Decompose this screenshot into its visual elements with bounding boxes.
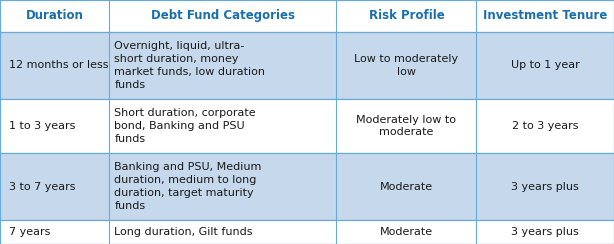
Text: 3 years plus: 3 years plus: [511, 182, 579, 192]
Text: Long duration, Gilt funds: Long duration, Gilt funds: [114, 227, 253, 237]
Bar: [0, 153, 614, 220]
Bar: [0, 0, 614, 32]
Text: Up to 1 year: Up to 1 year: [511, 61, 580, 71]
Text: Short duration, corporate
bond, Banking and PSU
funds: Short duration, corporate bond, Banking …: [114, 108, 256, 144]
Text: Banking and PSU, Medium
duration, medium to long
duration, target maturity
funds: Banking and PSU, Medium duration, medium…: [114, 163, 262, 211]
Text: Risk Profile: Risk Profile: [368, 10, 445, 22]
Bar: [0, 99, 614, 153]
Text: Duration: Duration: [26, 10, 84, 22]
Bar: [0, 32, 614, 99]
Text: 1 to 3 years: 1 to 3 years: [9, 121, 75, 131]
Text: 7 years: 7 years: [9, 227, 50, 237]
Text: Moderate: Moderate: [380, 182, 433, 192]
Text: 2 to 3 years: 2 to 3 years: [512, 121, 578, 131]
Text: 3 to 7 years: 3 to 7 years: [9, 182, 75, 192]
Text: Moderately low to
moderate: Moderately low to moderate: [357, 115, 456, 137]
Text: 12 months or less: 12 months or less: [9, 61, 108, 71]
Text: Low to moderately
low: Low to moderately low: [354, 54, 459, 77]
Text: Moderate: Moderate: [380, 227, 433, 237]
Text: 3 years plus: 3 years plus: [511, 227, 579, 237]
Bar: [0, 220, 614, 244]
Text: Overnight, liquid, ultra-
short duration, money
market funds, low duration
funds: Overnight, liquid, ultra- short duration…: [114, 41, 265, 90]
Text: Investment Tenure: Investment Tenure: [483, 10, 607, 22]
Text: Debt Fund Categories: Debt Fund Categories: [151, 10, 295, 22]
